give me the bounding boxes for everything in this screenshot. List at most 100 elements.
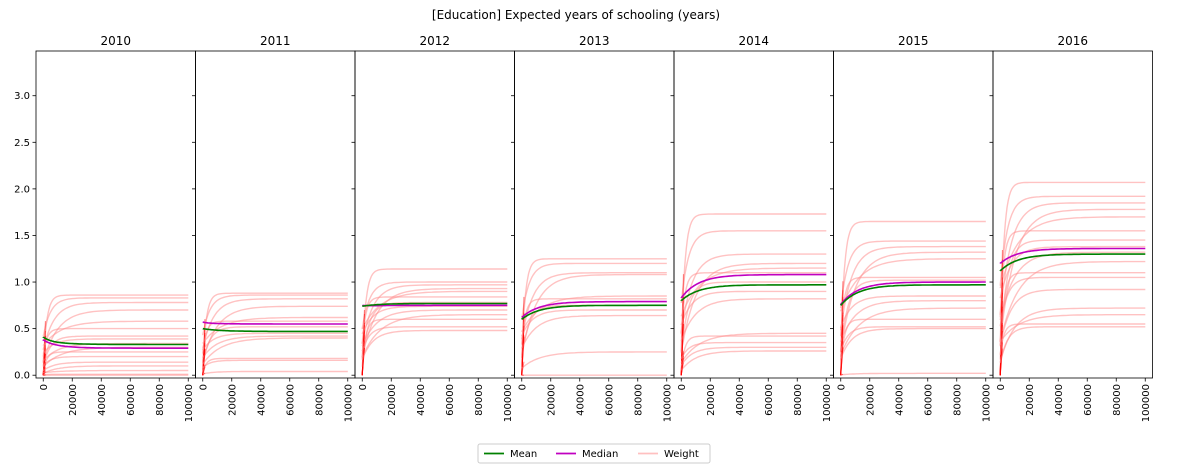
plot-area [361, 268, 508, 376]
weight-line [202, 359, 348, 369]
weight-line [202, 326, 348, 364]
x-tick-label: 0 [996, 384, 1007, 390]
x-tick-label: 0 [517, 384, 528, 390]
legend-box [477, 443, 711, 464]
weight-line [42, 346, 189, 368]
panel-frame [514, 50, 675, 379]
mean-line [999, 253, 1146, 272]
mean-line [202, 327, 348, 333]
y-tick-label: 0.5 [14, 324, 30, 335]
weight-line [999, 276, 1146, 327]
mean-line [839, 283, 986, 306]
plot-area [999, 181, 1146, 376]
x-tick-label: 40000 [735, 384, 746, 416]
panel-title: 2012 [419, 34, 450, 48]
weight-line [840, 245, 986, 331]
y-tick-label: 1.0 [14, 278, 30, 289]
weight-line [42, 365, 189, 374]
median-line [839, 281, 986, 305]
weight-line [42, 351, 189, 372]
median-line [521, 300, 667, 319]
weight-line [202, 292, 348, 363]
weight-line [202, 320, 348, 354]
plot-area [42, 294, 189, 376]
weight-line [840, 318, 986, 367]
weight-line [521, 298, 667, 345]
x-tick-label: 100000 [981, 384, 992, 422]
panel-2016: 2016 0 20000 40000 60000 80000 100000 [989, 34, 1153, 422]
x-tick-label: 100000 [184, 384, 195, 422]
x-tick-label: 20000 [546, 384, 557, 416]
weight-line [999, 230, 1146, 318]
legend-label-weight: Weight [664, 449, 699, 460]
weight-line [680, 332, 827, 363]
weight-line [521, 309, 667, 337]
weight-line [840, 327, 986, 359]
weight-early-line [521, 361, 525, 376]
panel-title: 2016 [1057, 34, 1088, 48]
weight-line [840, 307, 986, 356]
x-tick-label: 80000 [952, 384, 963, 416]
mean-line [42, 336, 189, 346]
x-tick-label: 100000 [343, 384, 354, 422]
weight-line [680, 298, 827, 341]
plot-area [520, 258, 667, 376]
x-tick-label: 20000 [706, 384, 717, 416]
weight-line [43, 369, 189, 374]
weight-line [361, 318, 508, 367]
panel-2013: 2013 0 20000 40000 60000 80000 100000 [511, 34, 675, 422]
weight-line [361, 296, 508, 344]
weight-line [840, 240, 986, 309]
weight-line [42, 342, 189, 362]
weight-line [680, 335, 827, 370]
weight-early-line [999, 348, 1003, 376]
plot-area [202, 292, 348, 376]
weight-line [361, 314, 508, 358]
weight-line [999, 181, 1146, 347]
mean-line [361, 302, 508, 308]
weight-line [840, 372, 986, 376]
x-tick-label: 0 [677, 384, 688, 390]
y-tick-label: 2.5 [14, 138, 30, 149]
weight-line [202, 335, 348, 358]
weight-early-line [840, 346, 844, 376]
legend-label-median: Median [582, 449, 618, 460]
x-tick-label: 20000 [387, 384, 398, 416]
panel-2014: 2014 0 20000 40000 60000 80000 100000 [670, 34, 834, 422]
chart-title: [Education] Expected years of schooling … [432, 8, 720, 22]
x-tick-label: 40000 [256, 384, 267, 416]
x-tick-label: 40000 [97, 384, 108, 416]
weight-early-line [680, 362, 684, 376]
y-tick-label: 0.0 [14, 371, 30, 382]
weight-line [361, 284, 508, 344]
panels: 2010 0.0 0.5 1.0 1.5 2.0 2.5 3.0 0 20000 40000 6000… [14, 34, 1153, 422]
x-tick-label: 20000 [227, 384, 238, 416]
panel-frame [195, 50, 356, 379]
weight-line [43, 373, 189, 376]
weight-line [840, 279, 986, 352]
weight-line [202, 337, 348, 365]
x-tick-label: 40000 [575, 384, 586, 416]
weight-line [42, 320, 189, 346]
weight-line [42, 309, 189, 363]
weight-line [42, 335, 189, 366]
x-tick-label: 60000 [126, 384, 137, 416]
weight-line [840, 295, 986, 328]
x-tick-label: 80000 [793, 384, 804, 416]
x-tick-label: 40000 [894, 384, 905, 416]
weight-line [202, 370, 348, 375]
panel-title: 2013 [579, 34, 610, 48]
panel-title: 2010 [100, 34, 131, 48]
weight-line [840, 300, 986, 342]
weight-line [999, 202, 1146, 315]
weight-line [521, 314, 667, 349]
weight-line [42, 361, 189, 372]
weight-line [680, 290, 827, 325]
weight-early-line [840, 373, 844, 376]
panel-2012: 2012 0 20000 40000 60000 80000 100000 [351, 34, 515, 422]
weight-line [361, 281, 508, 329]
median-line [999, 247, 1146, 265]
y-tick-label: 3.0 [14, 91, 30, 102]
x-tick-label: 80000 [155, 384, 166, 416]
